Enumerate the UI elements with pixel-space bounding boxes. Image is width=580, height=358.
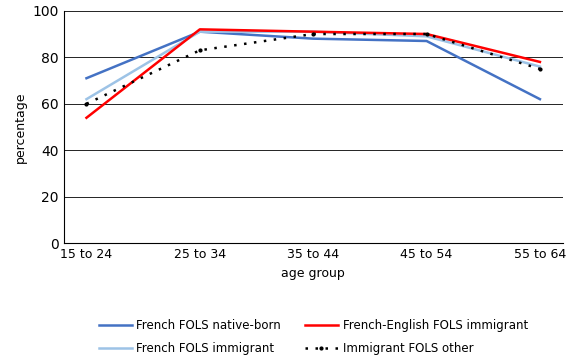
Legend: French FOLS native-born, French FOLS immigrant, French-English FOLS immigrant, I: French FOLS native-born, French FOLS imm… <box>94 314 532 358</box>
Y-axis label: percentage: percentage <box>14 91 27 163</box>
X-axis label: age group: age group <box>281 267 345 280</box>
